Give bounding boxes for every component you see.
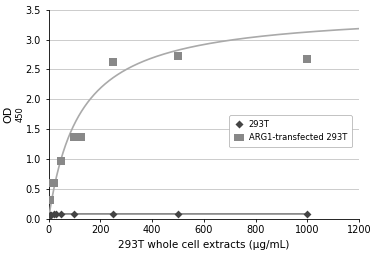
Point (53, 212, 59, 216)
Point (175, 54, 181, 58)
Point (48, 181, 54, 185)
Point (110, 60, 116, 64)
Point (110, 212, 116, 216)
Point (51, 181, 57, 185)
Text: 450: 450 (16, 106, 25, 122)
Text: OD: OD (3, 106, 13, 123)
Point (78, 135, 84, 139)
Point (58, 212, 64, 216)
Point (58, 159, 64, 163)
Point (71, 135, 77, 139)
Point (47, 213, 53, 217)
X-axis label: 293T whole cell extracts (μg/mL): 293T whole cell extracts (μg/mL) (118, 240, 290, 250)
Point (304, 57, 310, 61)
Point (51, 212, 57, 216)
Point (48, 212, 54, 217)
Point (47, 198, 53, 202)
Legend: 293T, ARG1-transfected 293T: 293T, ARG1-transfected 293T (230, 115, 352, 147)
Point (175, 212, 181, 216)
Point (304, 212, 310, 216)
Point (71, 212, 77, 216)
